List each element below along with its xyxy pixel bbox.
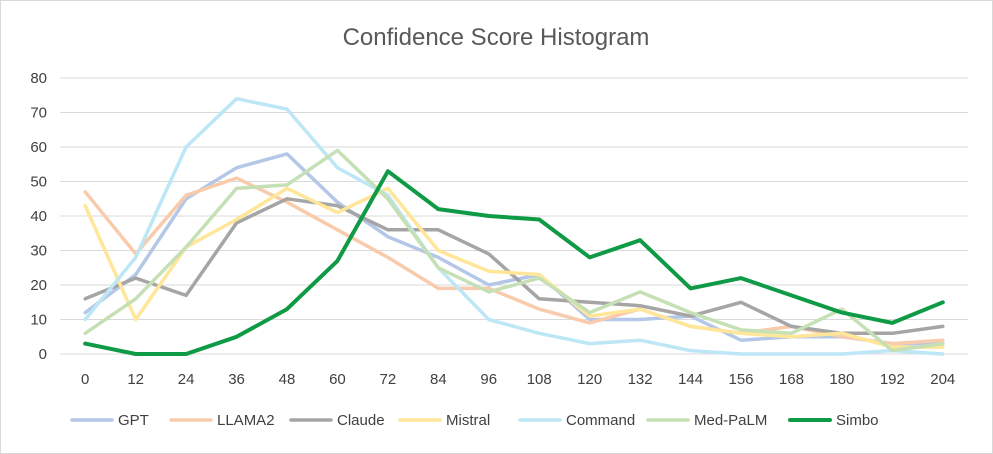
legend-item-gpt: GPT: [70, 412, 149, 429]
x-tick-label: 168: [779, 371, 804, 388]
legend-item-simbo: Simbo: [788, 412, 879, 429]
x-axis-ticks: 0 12 24 36 48 60 72 84 96 108 120 132 144 156 168 180 19…: [81, 371, 955, 388]
x-tick-label: 36: [228, 371, 245, 388]
y-tick-label: 20: [30, 277, 47, 294]
legend-label: LLAMA2: [217, 412, 275, 429]
y-tick-label: 50: [30, 174, 47, 191]
y-tick-label: 0: [39, 346, 47, 363]
series-lines: [83, 96, 945, 356]
legend-item-llama2: LLAMA2: [169, 412, 275, 429]
legend-item-med-palm: Med-PaLM: [646, 412, 767, 429]
chart-title: Confidence Score Histogram: [343, 24, 650, 51]
x-tick-label: 144: [678, 371, 703, 388]
x-tick-label: 120: [577, 371, 602, 388]
x-tick-label: 72: [380, 371, 397, 388]
x-tick-label: 12: [127, 371, 144, 388]
x-tick-label: 156: [728, 371, 753, 388]
x-tick-label: 24: [178, 371, 195, 388]
series-line-simbo: [83, 169, 945, 356]
legend-item-mistral: Mistral: [398, 412, 490, 429]
legend-label: Simbo: [836, 412, 879, 429]
series-line-llama2: [83, 176, 945, 346]
x-tick-label: 96: [480, 371, 497, 388]
series-line-mistral: [83, 186, 945, 349]
x-tick-label: 204: [930, 371, 955, 388]
legend-label: Med-PaLM: [694, 412, 767, 429]
x-tick-label: 132: [628, 371, 653, 388]
legend-label: Mistral: [446, 412, 490, 429]
legend-label: Command: [566, 412, 635, 429]
y-tick-label: 40: [30, 208, 47, 225]
legend-label: Claude: [337, 412, 385, 429]
x-tick-label: 0: [81, 371, 89, 388]
y-axis-ticks: 0 10 20 30 40 50 60 70 80: [30, 70, 47, 363]
legend: GPT LLAMA2 Claude Mistral Command Med-PaLM Sim…: [70, 412, 879, 429]
x-tick-label: 60: [329, 371, 346, 388]
legend-label: GPT: [118, 412, 149, 429]
y-tick-label: 10: [30, 312, 47, 329]
x-tick-label: 48: [279, 371, 296, 388]
x-tick-label: 192: [880, 371, 905, 388]
x-tick-label: 180: [829, 371, 854, 388]
series-line-command: [83, 96, 945, 356]
y-tick-label: 80: [30, 70, 47, 87]
legend-item-command: Command: [518, 412, 635, 429]
y-tick-label: 70: [30, 105, 47, 122]
y-tick-label: 60: [30, 139, 47, 156]
legend-item-claude: Claude: [289, 412, 385, 429]
series-line-med-palm: [83, 148, 945, 353]
x-tick-label: 84: [430, 371, 447, 388]
series-line-gpt: [83, 152, 945, 346]
x-tick-label: 108: [527, 371, 552, 388]
y-tick-label: 30: [30, 243, 47, 260]
